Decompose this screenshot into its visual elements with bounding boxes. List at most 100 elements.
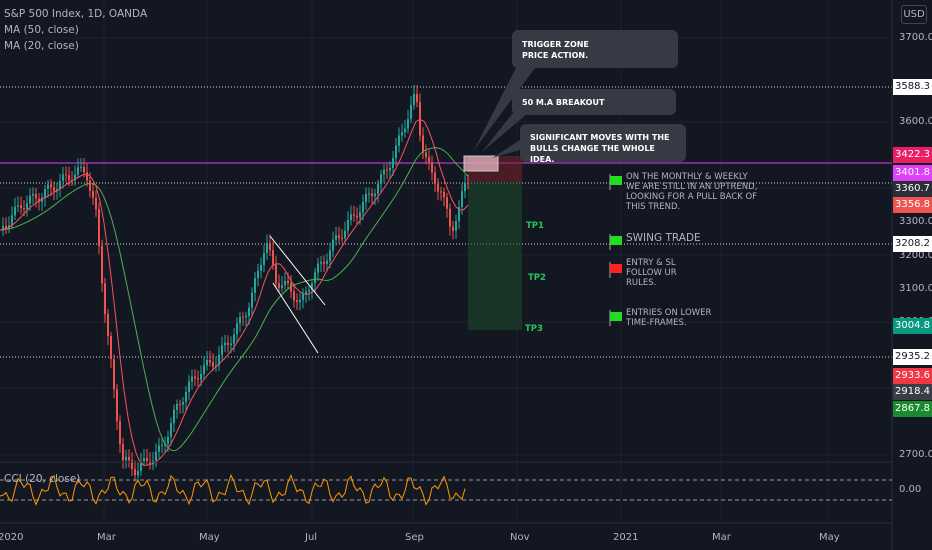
candle-body [422,135,424,153]
candle-body [188,381,190,393]
time-tick-label: Mar [97,532,116,543]
time-tick-label: May [199,532,220,543]
candle-body [362,201,364,213]
candle-body [38,198,40,202]
take-profit-zone[interactable] [468,182,522,330]
note-swing-trade: SWING TRADE [626,232,701,244]
candle-body [329,250,331,261]
callout-significant-moves[interactable]: SIGNIFICANT MOVES WITH THE BULLS CHANGE … [520,124,686,164]
candle-body [113,359,115,390]
candle-body [116,389,118,422]
candle-body [380,174,382,185]
candle-body [149,461,151,465]
candle-body [233,334,235,344]
callout-trigger-zone[interactable]: TRIGGER ZONE PRICE ACTION. [512,30,678,68]
price-tick-label: 3600.0 [899,116,932,127]
symbol-title[interactable]: S&P 500 Index, 1D, OANDA [4,8,148,20]
candle-body [209,360,211,363]
candle-body [167,436,169,444]
candle-body [407,119,409,129]
candle-body [251,292,253,308]
candle-body [260,264,262,271]
candle-body [314,272,316,284]
callout-ma-breakout[interactable]: 50 M.A BREAKOUT [512,89,676,115]
trigger-zone-box[interactable] [463,155,499,172]
cci-value-label: 0.00 [899,484,922,495]
candle-body [302,294,304,300]
candle-body [404,128,406,133]
cci-legend[interactable]: CCI (20, close) [4,473,81,485]
price-tag: 3588.3 [893,79,932,95]
candle-body [443,191,445,198]
candle-body [161,445,163,447]
candle-body [413,94,415,105]
candle-body [74,174,76,181]
candle-body [410,104,412,120]
ma50-legend[interactable]: MA (50, close) [4,24,79,36]
time-tick-label: Jul [305,532,318,543]
candle-body [83,166,85,173]
flag-icon [609,310,623,326]
candle-body [278,283,280,288]
candle-body [212,362,214,367]
candle-body [5,225,7,229]
candle-body [80,166,82,168]
candle-body [287,280,289,284]
candle-body [17,205,19,207]
candle-body [308,290,310,292]
candle-body [458,207,460,222]
candle-body [347,220,349,231]
candle-body [191,376,193,382]
candle-body [326,260,328,264]
candle-body [29,195,31,204]
note-lower-timeframes: ENTRIES ON LOWER TIME-FRAMES. [626,308,712,328]
price-tag: 3360.7 [893,181,932,197]
candle-body [32,193,34,196]
price-tick-label: 3100.0 [899,283,932,294]
candle-body [101,245,103,284]
candle-body [389,167,391,171]
candle-body [23,208,25,210]
candle-body [395,145,397,159]
ma20-legend[interactable]: MA (20, close) [4,40,79,52]
candle-body [170,423,172,437]
candle-body [257,270,259,279]
candle-body [122,444,124,461]
price-tick-label: 3700.0 [899,32,932,43]
candle-body [368,193,370,195]
candle-body [20,205,22,209]
callout-pointer-1 [474,60,538,150]
candle-body [62,174,64,181]
candle-body [140,461,142,471]
trendline-upper[interactable] [269,235,326,306]
note-entry-sl: ENTRY & SL FOLLOW UR RULES. [626,258,677,288]
candle-body [269,242,271,251]
candle-body [176,403,178,410]
candle-body [449,208,451,227]
candle-body [311,283,313,291]
currency-button[interactable]: USD [901,5,927,24]
candle-body [65,174,67,176]
trendline-lower[interactable] [272,282,319,354]
candle-body [341,237,343,239]
candle-body [59,180,61,190]
candle-body [68,175,70,180]
candle-body [272,250,274,265]
price-tag: 2867.8 [893,401,932,417]
candle-body [371,193,373,197]
candle-body [455,221,457,231]
candle-body [173,409,175,424]
candle-body [461,191,463,208]
chart-legend: S&P 500 Index, 1D, OANDA MA (50, close) … [4,6,147,54]
candle-body [230,343,232,345]
price-tag: 2935.2 [893,349,932,365]
candle-body [350,214,352,221]
candle-body [164,443,166,446]
candle-body [194,376,196,379]
candle-body [344,230,346,238]
candle-body [206,360,208,366]
candle-body [335,235,337,240]
candle-body [137,470,139,476]
